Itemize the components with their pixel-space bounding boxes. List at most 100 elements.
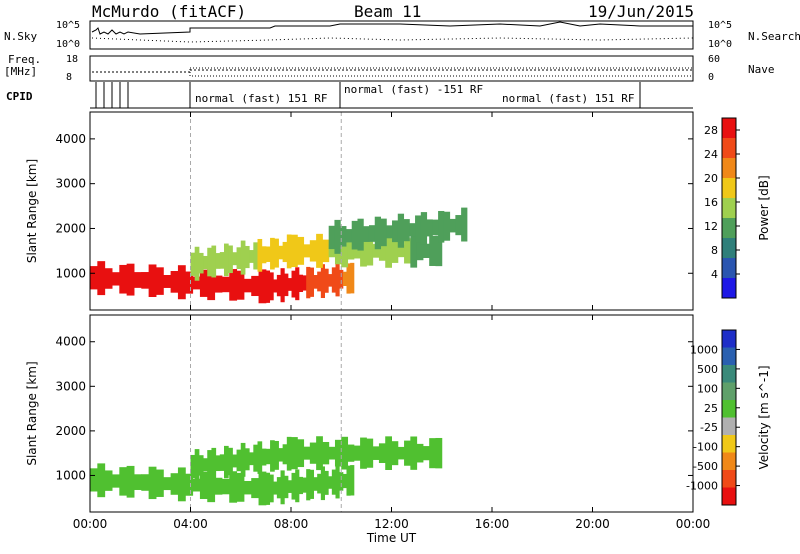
data-cell bbox=[340, 226, 347, 247]
data-cell bbox=[243, 480, 252, 495]
data-cell bbox=[249, 250, 254, 263]
data-cell bbox=[416, 443, 424, 463]
x-tick-label: 12:00 bbox=[374, 517, 409, 531]
data-cell bbox=[317, 473, 322, 494]
colorbar-segment bbox=[722, 400, 736, 418]
data-cell bbox=[185, 473, 194, 496]
data-cell bbox=[214, 275, 223, 293]
data-cell bbox=[228, 245, 233, 274]
data-cell bbox=[194, 449, 200, 483]
nsky-trace bbox=[91, 21, 693, 35]
data-cell bbox=[224, 445, 229, 479]
data-cell bbox=[170, 271, 179, 293]
data-cell bbox=[104, 470, 113, 491]
data-cell bbox=[353, 445, 361, 461]
data-cell bbox=[276, 477, 282, 499]
y-axis-label: Slant Range [km] bbox=[25, 361, 39, 465]
nsky-panel bbox=[89, 20, 694, 50]
colorbar-segment bbox=[722, 258, 736, 279]
data-cell bbox=[236, 270, 245, 300]
data-cell bbox=[380, 218, 387, 247]
data-cell bbox=[291, 270, 296, 298]
data-cell bbox=[163, 477, 172, 491]
cpid-early-dividers bbox=[95, 82, 191, 108]
data-cell bbox=[324, 470, 329, 495]
data-cell bbox=[244, 448, 250, 471]
data-cell bbox=[269, 272, 274, 301]
colorbar-segment bbox=[722, 452, 736, 471]
colorbar-segment bbox=[722, 218, 736, 239]
data-cell bbox=[429, 438, 436, 469]
data-cell bbox=[316, 233, 323, 268]
data-cell bbox=[203, 255, 208, 270]
data-cell bbox=[155, 267, 164, 295]
data-cell bbox=[243, 278, 252, 293]
data-cell bbox=[207, 247, 212, 277]
data-cell bbox=[221, 478, 230, 495]
data-cell bbox=[346, 465, 351, 496]
data-cell bbox=[291, 234, 298, 268]
data-cell bbox=[236, 247, 242, 269]
freq-tick-low: 8 bbox=[66, 72, 73, 83]
colorbar-segment bbox=[722, 470, 736, 488]
x-tick-label: 20:00 bbox=[575, 517, 610, 531]
freq-label: Freq. bbox=[8, 53, 42, 66]
colorbar-tick-label: 1000 bbox=[690, 343, 718, 356]
data-cell bbox=[397, 213, 405, 248]
data-cell bbox=[111, 272, 120, 286]
data-cell bbox=[372, 244, 380, 258]
x-tick-label: 16:00 bbox=[475, 517, 510, 531]
data-cell bbox=[391, 238, 399, 263]
data-cell bbox=[253, 242, 258, 270]
data-cell bbox=[347, 242, 355, 260]
data-cell bbox=[148, 466, 157, 500]
colorbar-segment bbox=[722, 487, 736, 506]
data-cell bbox=[322, 239, 330, 263]
data-cell bbox=[203, 458, 208, 472]
data-cell bbox=[190, 454, 196, 479]
data-cell bbox=[429, 235, 436, 266]
data-cell bbox=[258, 269, 267, 304]
data-cell bbox=[221, 276, 230, 293]
date-title: 19/Jun/2015 bbox=[588, 2, 694, 21]
y-axis-label: Slant Range [km] bbox=[25, 159, 39, 263]
colorbar-segment bbox=[722, 435, 736, 453]
data-cell bbox=[297, 439, 305, 468]
data-cell bbox=[280, 268, 285, 303]
colorbar-segment bbox=[722, 347, 736, 366]
data-cell bbox=[455, 215, 462, 236]
data-cell bbox=[199, 269, 208, 297]
y-tick-label: 2000 bbox=[55, 221, 86, 235]
colorbar-segment bbox=[722, 178, 736, 199]
data-cell bbox=[317, 271, 322, 292]
data-cell bbox=[194, 246, 200, 281]
data-cell bbox=[270, 440, 275, 472]
colorbar-label: Velocity [m s^-1] bbox=[757, 365, 771, 469]
data-cell bbox=[334, 439, 342, 467]
data-cell bbox=[345, 229, 353, 243]
data-cell bbox=[126, 465, 135, 498]
data-cell bbox=[320, 466, 325, 501]
data-cell bbox=[282, 241, 288, 263]
colorbar-tick-label: -25 bbox=[700, 421, 718, 434]
data-cell bbox=[397, 446, 405, 460]
data-cell bbox=[97, 463, 106, 498]
data-cell bbox=[298, 274, 304, 292]
colorbar-frame bbox=[721, 329, 737, 506]
data-cell bbox=[295, 469, 300, 503]
data-cell bbox=[265, 448, 271, 465]
data-cell bbox=[360, 235, 367, 267]
data-cell bbox=[416, 241, 424, 261]
data-cell bbox=[284, 475, 289, 499]
data-cell bbox=[257, 441, 263, 474]
nsky-label: N.Sky bbox=[4, 30, 38, 43]
data-cell bbox=[219, 454, 225, 471]
data-cell bbox=[438, 210, 445, 243]
data-cell bbox=[341, 436, 349, 470]
data-cell bbox=[331, 469, 336, 495]
colorbar-tick-label: 25 bbox=[704, 402, 718, 415]
data-cell bbox=[155, 469, 164, 497]
colorbar-label: Power [dB] bbox=[757, 175, 771, 240]
data-cell bbox=[322, 441, 330, 465]
data-cell bbox=[346, 263, 351, 294]
